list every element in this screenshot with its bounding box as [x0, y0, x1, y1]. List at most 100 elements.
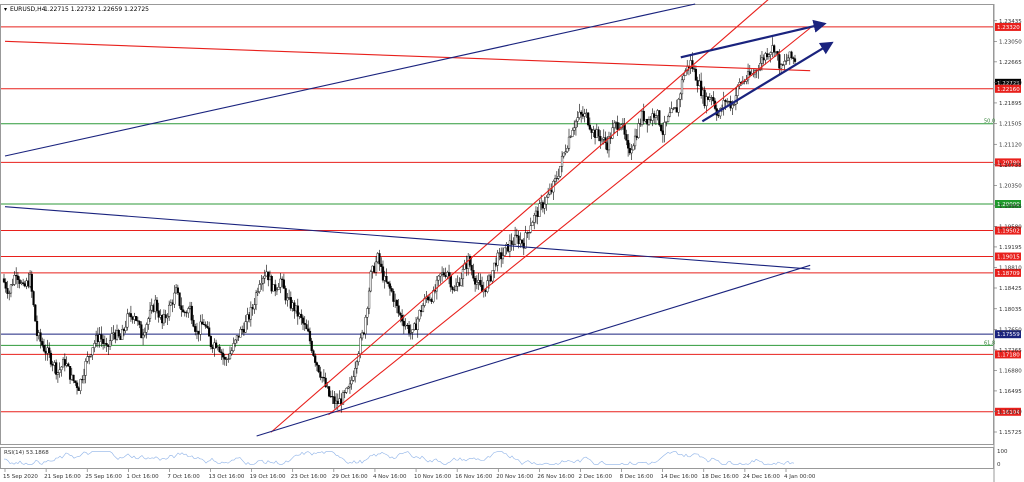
candle-body: [536, 210, 539, 217]
fib-label-3: 50.0: [984, 119, 995, 125]
candle-body: [454, 286, 458, 291]
level-tag-text-11: 1.17180: [997, 352, 1020, 358]
candle-body: [112, 332, 115, 334]
candle-body: [515, 234, 518, 237]
candle-body: [555, 178, 558, 180]
candle-body: [336, 400, 339, 404]
candle-body: [533, 215, 536, 223]
candle-body: [67, 363, 70, 367]
candle-body: [571, 130, 574, 137]
y-tick-label-18: 1.16495: [999, 389, 1022, 395]
candle-body: [760, 57, 764, 64]
candle-body: [105, 343, 108, 346]
candle-body: [164, 314, 167, 319]
candle-body: [399, 313, 402, 316]
trendline-5: [256, 264, 811, 437]
y-tick-label-13: 1.18425: [999, 286, 1022, 292]
candle-body: [206, 326, 209, 329]
candle-body: [239, 329, 242, 338]
candle-body: [559, 166, 562, 177]
candle-body: [557, 176, 560, 179]
candle-body: [70, 374, 73, 380]
chart-menu-icon[interactable]: ▾: [4, 6, 7, 13]
candle-body: [143, 331, 146, 336]
candle-body: [93, 343, 96, 348]
candle-body: [181, 309, 185, 313]
candle-body: [272, 284, 275, 292]
candle-body: [300, 313, 303, 319]
candle-body: [288, 297, 291, 299]
candle-body: [72, 374, 75, 382]
candle-body: [392, 290, 395, 302]
candle-body: [4, 281, 7, 289]
candle-body: [32, 291, 35, 306]
level-tag-text-8: 1.18709: [997, 271, 1020, 277]
candle-body: [48, 347, 51, 354]
candle-body: [296, 305, 299, 317]
x-tick-label-17: 18 Dec 16:00: [702, 474, 739, 480]
candle-body: [474, 278, 477, 285]
candle-body: [766, 53, 769, 58]
candle-body: [418, 310, 421, 320]
candle-body: [202, 324, 206, 326]
candle-body: [347, 386, 350, 389]
candle-body: [286, 297, 289, 301]
candle-body: [614, 122, 618, 124]
candle-body: [503, 247, 506, 256]
candle-body: [644, 118, 647, 122]
candle-body: [578, 111, 581, 118]
candle-body: [79, 379, 82, 391]
candle-body: [16, 275, 20, 280]
price-axis: 1.23435 1.23050 1.22665 1.22280 1.21895 1.215…: [994, 19, 1022, 436]
candle-body: [248, 314, 251, 320]
candle-body: [195, 330, 199, 332]
candle-body: [169, 302, 172, 306]
candle-body: [140, 324, 143, 339]
candle-body: [494, 262, 498, 266]
candle-body: [583, 113, 586, 117]
candle-body: [496, 252, 499, 266]
level-tag-4: [995, 158, 1021, 167]
candle-body: [341, 392, 345, 405]
candle-body: [553, 178, 557, 182]
candle-body: [616, 122, 619, 130]
candle-body: [665, 121, 668, 123]
candle-body: [708, 97, 711, 100]
candle-body: [190, 305, 193, 321]
level-tag-5: [995, 200, 1021, 208]
candle-body: [235, 335, 239, 341]
candle-body: [746, 71, 750, 81]
candle-body: [628, 148, 631, 154]
candle-body: [520, 239, 524, 244]
candle-body: [114, 332, 117, 340]
candle-body: [446, 272, 449, 277]
candle-body: [312, 350, 315, 356]
candle-body: [267, 271, 270, 281]
candle-body: [451, 286, 454, 290]
candle-body: [122, 329, 126, 331]
candle-body: [362, 332, 365, 334]
candle-body: [371, 265, 374, 272]
candle-body: [550, 189, 553, 193]
candle-body: [251, 307, 254, 310]
candle-body: [159, 315, 162, 318]
candle-body: [369, 271, 372, 292]
y-tick-label-19: 1.16110: [999, 409, 1022, 415]
candle-body: [152, 305, 155, 312]
candle-body: [6, 288, 9, 294]
candle-body: [119, 335, 122, 340]
trendline-3: [4, 3, 696, 157]
candle-body: [161, 315, 164, 324]
candle-body: [281, 278, 284, 280]
candle-body: [183, 311, 186, 313]
candle-body: [194, 326, 197, 332]
candle-body: [599, 136, 602, 142]
y-tick-label-7: 1.20735: [999, 163, 1022, 169]
candle-body: [176, 287, 179, 293]
candle-body: [774, 51, 777, 53]
candle-body: [55, 362, 58, 375]
candle-body: [653, 113, 656, 118]
candle-body: [538, 203, 541, 217]
candle-body: [374, 261, 378, 273]
